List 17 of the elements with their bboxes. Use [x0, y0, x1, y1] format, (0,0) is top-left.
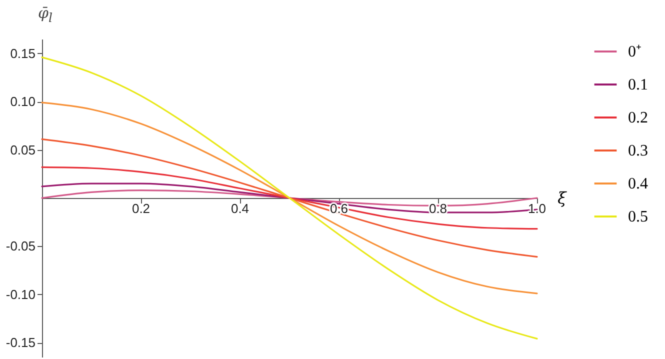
legend-label: 0.1 [628, 76, 648, 94]
y-tick-label: -0.05 [6, 238, 36, 254]
y-tick-label: 0.15 [10, 46, 36, 61]
y-axis-title: φ̄$_{l}$ [38, 4, 53, 25]
x-tick-label: 0.4 [230, 201, 250, 216]
y-tick-label: 0.05 [10, 142, 36, 158]
y-tick-label: 0.10 [10, 94, 36, 110]
x-tick-label: 0.2 [132, 201, 150, 216]
legend-label: 0.5 [628, 208, 648, 226]
legend-label: 0.4 [628, 176, 648, 192]
legend-label: 0⁺ [628, 44, 641, 60]
legend-label: 0.3 [628, 142, 648, 160]
x-tick-label: 1.0 [528, 201, 546, 216]
y-tick-label: -0.15 [6, 335, 36, 350]
y-tick-label: -0.10 [6, 286, 36, 302]
x-axis-title: ξ [558, 188, 568, 208]
legend-label: 0.2 [628, 110, 648, 126]
